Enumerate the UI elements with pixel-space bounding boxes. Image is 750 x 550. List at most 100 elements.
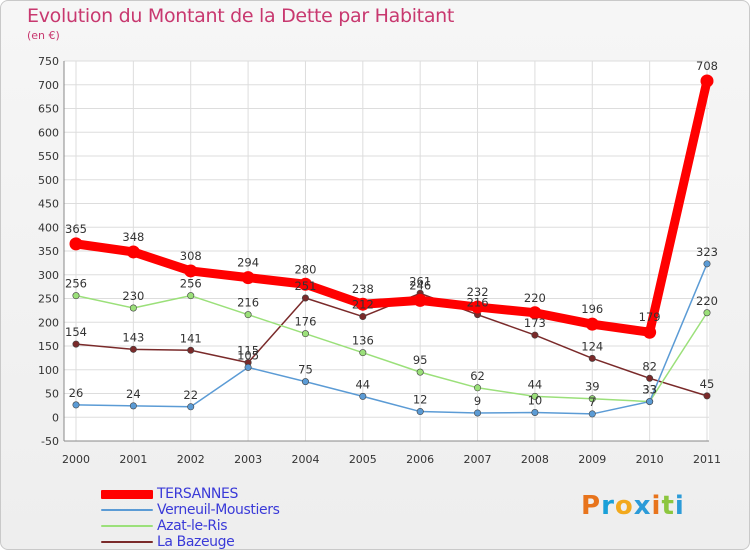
data-point-azat-le-ris: [359, 349, 367, 357]
y-tick-label: 500: [38, 174, 59, 187]
data-point-azat-le-ris: [244, 311, 252, 319]
data-label-la-bazeuge: 212: [352, 298, 374, 312]
data-point-la-bazeuge: [703, 392, 711, 400]
data-label-verneuil-moustiers: 24: [126, 387, 141, 401]
data-point-la-bazeuge: [301, 294, 309, 302]
data-point-verneuil-moustiers: [588, 410, 596, 418]
data-label-tersannes: 280: [294, 262, 316, 276]
data-label-tersannes: 294: [237, 256, 259, 270]
data-label-la-bazeuge: 141: [180, 331, 202, 345]
data-label-azat-le-ris: 136: [352, 334, 374, 348]
data-point-la-bazeuge: [129, 345, 137, 353]
axes: -50 0 50 100 150 200 250 300 350 400 450 500 550 600 6…: [38, 55, 721, 466]
x-tick-label: 2010: [636, 453, 664, 466]
data-point-verneuil-moustiers: [416, 408, 424, 416]
data-point-verneuil-moustiers: [703, 260, 711, 268]
logo-letter: i: [674, 491, 685, 521]
data-point-azat-le-ris: [187, 292, 195, 300]
data-point-azat-le-ris: [301, 330, 309, 338]
x-tick-label: 2009: [578, 453, 606, 466]
data-label-azat-le-ris: 230: [122, 289, 144, 303]
series-line-verneuil-moustiers: [75, 263, 708, 415]
data-label-verneuil-moustiers: 323: [696, 245, 718, 259]
data-label-verneuil-moustiers: 33: [642, 383, 657, 397]
data-label-tersannes: 179: [639, 310, 661, 324]
data-point-tersannes: [184, 264, 198, 278]
legend-swatch: [101, 541, 153, 543]
data-point-azat-le-ris: [588, 395, 596, 403]
x-tick-label: 2008: [521, 453, 549, 466]
data-point-azat-le-ris: [416, 368, 424, 376]
data-label-verneuil-moustiers: 7: [589, 395, 596, 409]
y-tick-label: 350: [38, 245, 59, 258]
data-label-la-bazeuge: 115: [237, 344, 259, 358]
logo-letter: o: [614, 491, 634, 521]
data-point-tersannes: [643, 325, 657, 339]
data-point-la-bazeuge: [646, 374, 654, 382]
logo-letter: P: [581, 491, 602, 521]
data-point-tersannes: [585, 317, 599, 331]
data-point-tersannes: [356, 297, 370, 311]
data-point-verneuil-moustiers: [244, 363, 252, 371]
legend-label: TERSANNES: [157, 486, 238, 502]
data-point-verneuil-moustiers: [129, 402, 137, 410]
data-label-verneuil-moustiers: 10: [528, 394, 543, 408]
x-tick-label: 2003: [234, 453, 262, 466]
data-point-verneuil-moustiers: [474, 409, 482, 417]
y-tick-label: 150: [38, 340, 59, 353]
data-point-azat-le-ris: [531, 392, 539, 400]
legend-label: Verneuil-Moustiers: [157, 502, 280, 518]
data-label-verneuil-moustiers: 26: [69, 386, 84, 400]
unit-label: (en €): [27, 29, 60, 42]
data-point-tersannes: [241, 271, 255, 285]
y-tick-label: 450: [38, 198, 59, 211]
y-tick-label: -50: [41, 435, 59, 448]
data-point-la-bazeuge: [588, 354, 596, 362]
y-tick-label: 200: [38, 316, 59, 329]
data-label-la-bazeuge: 251: [294, 279, 316, 293]
data-label-la-bazeuge: 82: [642, 359, 657, 373]
data-label-tersannes: 708: [696, 59, 718, 73]
data-label-tersannes: 246: [409, 278, 431, 292]
y-tick-label: 650: [38, 103, 59, 116]
data-label-la-bazeuge: 124: [581, 339, 603, 353]
logo-letter: t: [661, 491, 675, 521]
grid-lines: [64, 60, 709, 442]
data-label-azat-le-ris: 39: [585, 380, 600, 394]
data-label-azat-le-ris: 95: [413, 353, 428, 367]
data-point-tersannes: [700, 74, 714, 88]
y-tick-label: 50: [45, 388, 59, 401]
data-label-tersannes: 238: [352, 282, 374, 296]
y-tick-label: 400: [38, 221, 59, 234]
x-tick-label: 2000: [62, 453, 90, 466]
x-tick-label: 2005: [349, 453, 377, 466]
data-label-tersannes: 348: [122, 230, 144, 244]
data-label-la-bazeuge: 143: [122, 330, 144, 344]
chart-title: Evolution du Montant de la Dette par Hab…: [27, 5, 455, 27]
data-labels-layer: 365 348 308 294 280 238 246 232 220 196 179 708 26 24…: [65, 59, 718, 409]
y-tick-label: 550: [38, 150, 59, 163]
data-point-azat-le-ris: [703, 309, 711, 317]
data-point-la-bazeuge: [531, 331, 539, 339]
data-point-azat-le-ris: [129, 304, 137, 312]
data-label-la-bazeuge: 154: [65, 325, 87, 339]
y-tick-label: 250: [38, 293, 59, 306]
legend-swatch: [101, 525, 153, 527]
data-point-tersannes: [528, 306, 542, 320]
logo-letter: i: [651, 491, 662, 521]
data-label-tersannes: 365: [65, 222, 87, 236]
data-label-azat-le-ris: 33: [642, 383, 657, 397]
data-label-verneuil-moustiers: 75: [298, 363, 313, 377]
data-label-azat-le-ris: 256: [180, 277, 202, 291]
data-point-tersannes: [413, 293, 427, 307]
data-point-verneuil-moustiers: [72, 401, 80, 409]
data-label-azat-le-ris: 220: [696, 294, 718, 308]
data-label-azat-le-ris: 62: [470, 369, 485, 383]
data-label-verneuil-moustiers: 44: [355, 377, 370, 391]
data-label-la-bazeuge: 173: [524, 316, 546, 330]
data-point-azat-le-ris: [474, 384, 482, 392]
data-label-tersannes: 196: [581, 302, 603, 316]
x-tick-label: 2001: [119, 453, 147, 466]
y-tick-label: 600: [38, 126, 59, 139]
